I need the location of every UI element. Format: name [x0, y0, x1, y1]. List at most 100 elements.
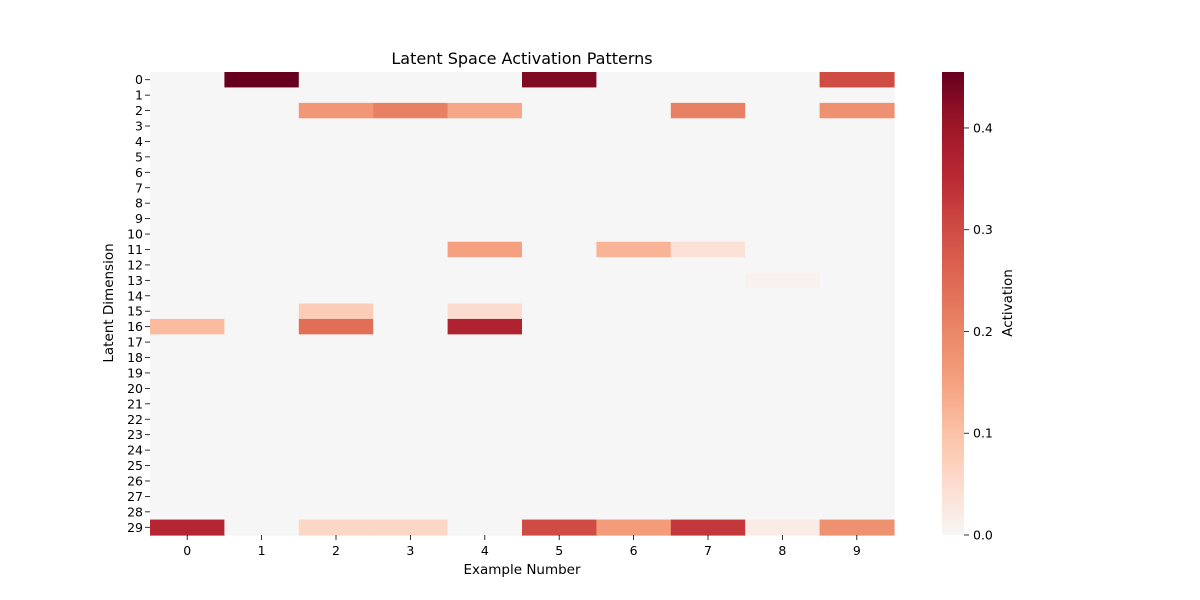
heatmap-cell: [819, 303, 895, 320]
y-tick-label: 17: [127, 335, 143, 350]
heatmap-cell: [224, 504, 300, 521]
heatmap-cell: [298, 365, 374, 382]
heatmap-cell: [596, 288, 672, 305]
heatmap-cell: [522, 519, 597, 536]
heatmap-cell: [819, 210, 895, 227]
heatmap-cell: [745, 72, 821, 89]
heatmap-cell: [150, 442, 225, 459]
heatmap-cell: [819, 72, 895, 89]
heatmap-cell: [596, 272, 672, 289]
heatmap-cell: [819, 118, 895, 135]
heatmap-cell: [522, 118, 597, 135]
heatmap-cell: [298, 118, 374, 135]
y-tick-label: 20: [127, 381, 143, 396]
y-tick-label: 11: [127, 242, 143, 257]
heatmap-cell: [819, 318, 895, 335]
heatmap-cell: [819, 272, 895, 289]
colorbar-label: Activation: [1000, 269, 1016, 337]
heatmap-cell: [447, 334, 523, 351]
heatmap-cell: [670, 365, 746, 382]
y-tick-label: 21: [127, 396, 143, 411]
y-tick-label: 15: [127, 304, 143, 319]
heatmap-cell: [522, 87, 597, 104]
heatmap-cell: [150, 257, 225, 274]
heatmap-cell: [150, 349, 225, 366]
heatmap-cell: [447, 257, 523, 274]
heatmap-cell: [745, 133, 821, 150]
x-tick-label: 9: [853, 543, 861, 558]
heatmap-cell: [522, 380, 597, 397]
heatmap-cell: [373, 226, 449, 243]
heatmap-cell: [373, 102, 449, 119]
heatmap-cell: [150, 164, 225, 181]
heatmap-cell: [224, 241, 300, 258]
heatmap-cell: [150, 519, 225, 536]
heatmap-cell: [447, 72, 523, 89]
heatmap-cell: [745, 318, 821, 335]
heatmap-cell: [745, 180, 821, 197]
heatmap-cell: [670, 411, 746, 428]
colorbar-tick-label: 0.0: [973, 528, 993, 543]
heatmap-cell: [596, 349, 672, 366]
heatmap-cell: [745, 226, 821, 243]
heatmap-cell: [298, 349, 374, 366]
heatmap-cell: [745, 118, 821, 135]
heatmap-cell: [745, 87, 821, 104]
heatmap-cell: [596, 118, 672, 135]
heatmap-cell: [224, 426, 300, 443]
heatmap-cell: [745, 380, 821, 397]
heatmap-cell: [224, 457, 300, 474]
heatmap-cell: [522, 133, 597, 150]
heatmap-cell: [224, 396, 300, 413]
heatmap-cell: [150, 504, 225, 521]
heatmap-cell: [819, 519, 895, 536]
y-tick-label: 7: [135, 180, 143, 195]
y-tick-label: 12: [127, 257, 143, 272]
heatmap-cell: [596, 241, 672, 258]
y-tick-label: 1: [135, 88, 143, 103]
heatmap-cell: [298, 272, 374, 289]
heatmap-cell: [670, 473, 746, 490]
heatmap-cell: [373, 133, 449, 150]
heatmap-cell: [224, 365, 300, 382]
heatmap-cell: [224, 133, 300, 150]
heatmap-cell: [224, 349, 300, 366]
heatmap-cell: [670, 334, 746, 351]
heatmap-cell: [447, 318, 523, 335]
y-tick-label: 8: [135, 196, 143, 211]
heatmap-cell: [745, 473, 821, 490]
heatmap-cell: [745, 426, 821, 443]
heatmap-cell: [596, 365, 672, 382]
heatmap-cell: [447, 149, 523, 166]
heatmap-cell: [596, 210, 672, 227]
heatmap-cell: [670, 519, 746, 536]
heatmap-cell: [150, 180, 225, 197]
heatmap-cell: [522, 488, 597, 505]
heatmap-cell: [522, 457, 597, 474]
heatmap-cell: [596, 519, 672, 536]
heatmap-cell: [819, 257, 895, 274]
heatmap-cell: [819, 164, 895, 181]
heatmap-cell: [522, 210, 597, 227]
heatmap-cell: [298, 457, 374, 474]
heatmap-cell: [224, 210, 300, 227]
heatmap-cell: [670, 118, 746, 135]
x-tick-label: 0: [183, 543, 191, 558]
heatmap-cell: [745, 210, 821, 227]
heatmap-cell: [224, 118, 300, 135]
heatmap-cell: [670, 87, 746, 104]
heatmap-cell: [150, 133, 225, 150]
heatmap-cell: [596, 102, 672, 119]
x-axis-title: Example Number: [463, 562, 581, 578]
heatmap-cell: [150, 318, 225, 335]
heatmap-cell: [447, 133, 523, 150]
heatmap-cell: [670, 226, 746, 243]
x-tick-label: 8: [778, 543, 786, 558]
heatmap-cell: [522, 72, 597, 89]
heatmap-cell: [819, 457, 895, 474]
heatmap-cell: [150, 149, 225, 166]
heatmap-cells: [150, 72, 895, 536]
heatmap-cell: [298, 210, 374, 227]
heatmap-cell: [373, 118, 449, 135]
